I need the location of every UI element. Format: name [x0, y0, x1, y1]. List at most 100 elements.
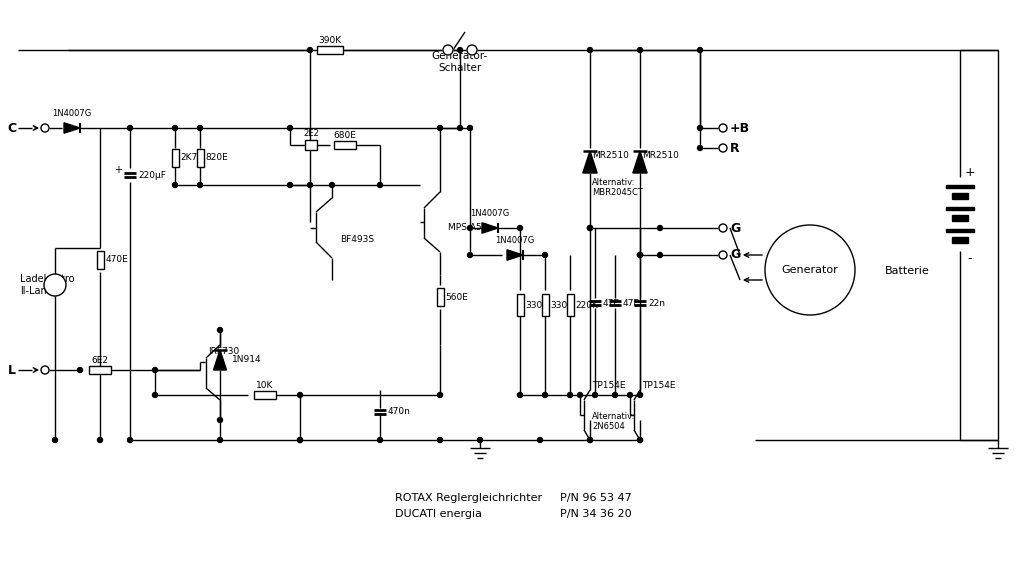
Circle shape: [53, 438, 58, 443]
Circle shape: [298, 438, 303, 443]
Text: 1N4007G: 1N4007G: [496, 236, 534, 245]
Circle shape: [765, 225, 855, 315]
Text: 470n: 470n: [388, 408, 410, 416]
Text: MPS A56: MPS A56: [448, 224, 488, 232]
Circle shape: [127, 125, 132, 131]
Circle shape: [438, 125, 443, 131]
Circle shape: [443, 45, 453, 55]
Text: BF493S: BF493S: [340, 236, 374, 244]
Circle shape: [719, 251, 727, 259]
Bar: [305, 140, 317, 150]
Circle shape: [41, 124, 49, 132]
Circle shape: [587, 438, 592, 443]
Circle shape: [378, 438, 382, 443]
Circle shape: [298, 393, 303, 397]
Bar: [437, 288, 444, 306]
Bar: [196, 149, 203, 167]
Text: 1N4007G: 1N4007G: [53, 109, 91, 118]
Bar: [952, 215, 968, 221]
Circle shape: [637, 252, 642, 258]
Circle shape: [467, 45, 477, 55]
Circle shape: [288, 182, 293, 187]
Circle shape: [197, 125, 202, 131]
Text: L: L: [8, 363, 16, 377]
Circle shape: [637, 252, 642, 258]
Text: 680E: 680E: [333, 131, 357, 140]
Circle shape: [568, 393, 572, 397]
Text: 10K: 10K: [256, 381, 273, 390]
Circle shape: [478, 438, 483, 443]
Text: +: +: [114, 165, 122, 175]
Circle shape: [308, 182, 313, 187]
Circle shape: [719, 124, 727, 132]
Circle shape: [587, 48, 592, 52]
Text: G: G: [731, 221, 741, 235]
Polygon shape: [482, 223, 498, 233]
Polygon shape: [213, 350, 227, 370]
Circle shape: [537, 438, 543, 443]
Circle shape: [288, 125, 293, 131]
Text: 560E: 560E: [445, 293, 468, 301]
Circle shape: [77, 367, 82, 373]
Text: IRF730: IRF730: [208, 347, 239, 356]
Circle shape: [719, 224, 727, 232]
Circle shape: [698, 145, 702, 151]
Text: Ladekontro
ll-Lampe: Ladekontro ll-Lampe: [20, 274, 74, 296]
Circle shape: [127, 438, 132, 443]
Circle shape: [217, 438, 223, 443]
Circle shape: [698, 48, 702, 52]
Text: MR2510: MR2510: [642, 151, 679, 159]
Text: 820E: 820E: [205, 154, 229, 163]
Bar: [542, 294, 549, 316]
Circle shape: [637, 393, 642, 397]
Circle shape: [637, 48, 642, 52]
Circle shape: [587, 438, 592, 443]
Text: P/N 96 53 47: P/N 96 53 47: [560, 493, 632, 503]
Text: 470E: 470E: [106, 255, 128, 264]
Bar: [89, 366, 111, 374]
Circle shape: [637, 438, 642, 443]
Bar: [516, 294, 523, 316]
Text: 390K: 390K: [318, 36, 341, 45]
Circle shape: [587, 225, 592, 231]
Bar: [317, 46, 343, 54]
Circle shape: [698, 125, 702, 131]
Circle shape: [217, 328, 223, 332]
Circle shape: [152, 393, 157, 397]
Circle shape: [438, 438, 443, 443]
Circle shape: [657, 225, 662, 231]
Text: 47E: 47E: [604, 298, 620, 308]
Bar: [172, 149, 179, 167]
Circle shape: [173, 125, 178, 131]
Text: C: C: [7, 121, 16, 135]
Circle shape: [628, 393, 633, 397]
Text: +B: +B: [731, 121, 750, 135]
Text: 6E2: 6E2: [91, 356, 109, 365]
Circle shape: [467, 252, 472, 258]
Circle shape: [587, 225, 592, 231]
Circle shape: [577, 393, 582, 397]
Text: TP154E: TP154E: [642, 381, 676, 389]
Circle shape: [637, 252, 642, 258]
Text: ROTAX Reglergleichrichter: ROTAX Reglergleichrichter: [395, 493, 543, 503]
Text: R: R: [731, 141, 740, 155]
Polygon shape: [633, 151, 647, 173]
Circle shape: [637, 438, 642, 443]
Text: 220μF: 220μF: [138, 171, 166, 179]
Circle shape: [657, 252, 662, 258]
Bar: [946, 185, 974, 187]
Text: Alternativ:
2N6504: Alternativ: 2N6504: [592, 412, 635, 431]
Text: Batterie: Batterie: [885, 266, 930, 276]
Circle shape: [438, 393, 443, 397]
Text: 2K7: 2K7: [181, 154, 198, 163]
Bar: [567, 294, 573, 316]
Text: DUCATI energia: DUCATI energia: [395, 509, 482, 519]
Circle shape: [517, 225, 522, 231]
Bar: [952, 193, 968, 199]
Text: 22n: 22n: [648, 298, 665, 308]
Circle shape: [152, 367, 157, 373]
Text: 330E: 330E: [525, 301, 549, 309]
Text: -: -: [968, 252, 972, 266]
Circle shape: [613, 393, 618, 397]
Circle shape: [173, 182, 178, 187]
